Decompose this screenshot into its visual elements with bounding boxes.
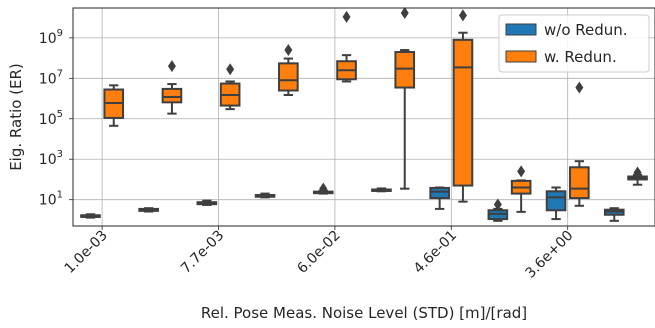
- box-without-redundancy: [371, 187, 392, 193]
- x-tick-label: 3.6e+00: [522, 228, 576, 282]
- outlier-marker: [226, 63, 235, 76]
- box-body: [161, 87, 183, 104]
- outlier-marker: [167, 60, 176, 73]
- box-body: [569, 166, 590, 200]
- outlier-marker: [493, 198, 502, 211]
- box-body: [278, 62, 299, 92]
- outlier-marker: [284, 44, 293, 57]
- y-tick-label: 101: [39, 190, 63, 209]
- box-with-redundancy: [336, 10, 357, 83]
- legend: w/o Redun. w. Redun.: [498, 14, 650, 73]
- y-tick-label: 103: [39, 149, 63, 168]
- box-without-redundancy: [487, 198, 509, 222]
- box-without-redundancy: [312, 182, 334, 195]
- x-tick-label: 6.0e-02: [294, 228, 343, 277]
- outlier-marker: [458, 9, 467, 22]
- x-tick-label: 4.6e-01: [411, 228, 460, 277]
- plot-frame: [72, 7, 655, 227]
- outlier-marker: [633, 166, 642, 179]
- box-with-redundancy: [627, 166, 648, 186]
- box-with-redundancy: [394, 6, 416, 190]
- box-body: [452, 38, 474, 187]
- box-with-redundancy: [569, 81, 590, 207]
- outlier-marker: [517, 165, 526, 178]
- box-with-redundancy: [452, 9, 474, 203]
- box-without-redundancy: [429, 186, 450, 210]
- y-tick-label: 109: [39, 28, 63, 47]
- box-with-redundancy: [510, 165, 532, 213]
- x-ticks: 1.0e-03 7.7e-03 6.0e-02 4.6e-01 3.6e+00: [62, 226, 577, 282]
- box-without-redundancy: [254, 192, 276, 199]
- legend-label-with-redundancy: w. Redun.: [544, 48, 617, 66]
- box-without-redundancy: [545, 186, 567, 221]
- legend-swatch-with-redundancy: [505, 50, 537, 63]
- y-tick-label: 105: [39, 109, 63, 128]
- y-axis-label: Eig. Ratio (ER): [7, 63, 25, 171]
- box-with-redundancy: [219, 63, 241, 111]
- box-without-redundancy: [603, 207, 625, 222]
- box-without-redundancy: [196, 199, 218, 206]
- box-without-redundancy: [138, 207, 159, 213]
- legend-swatch-without-redundancy: [505, 23, 537, 36]
- y-ticks: 101 103 105 107 109: [39, 28, 73, 209]
- outlier-marker: [319, 182, 328, 195]
- box-without-redundancy: [80, 213, 101, 219]
- outlier-marker: [575, 81, 584, 94]
- boxes: [80, 6, 648, 222]
- x-axis-label: Rel. Pose Meas. Noise Level (STD) [m]/[r…: [201, 304, 527, 322]
- legend-label-without-redundancy: w/o Redun.: [544, 21, 628, 39]
- outlier-marker: [342, 10, 351, 23]
- x-tick-label: 7.7e-03: [178, 228, 227, 277]
- x-tick-label: 1.0e-03: [62, 228, 111, 277]
- outlier-marker: [400, 6, 409, 19]
- box-body: [394, 51, 416, 89]
- box-body: [545, 190, 567, 212]
- y-tick-label: 107: [39, 68, 63, 87]
- box-with-redundancy: [278, 44, 299, 96]
- box-with-redundancy: [103, 84, 125, 127]
- box-body: [429, 186, 450, 200]
- box-with-redundancy: [161, 60, 183, 115]
